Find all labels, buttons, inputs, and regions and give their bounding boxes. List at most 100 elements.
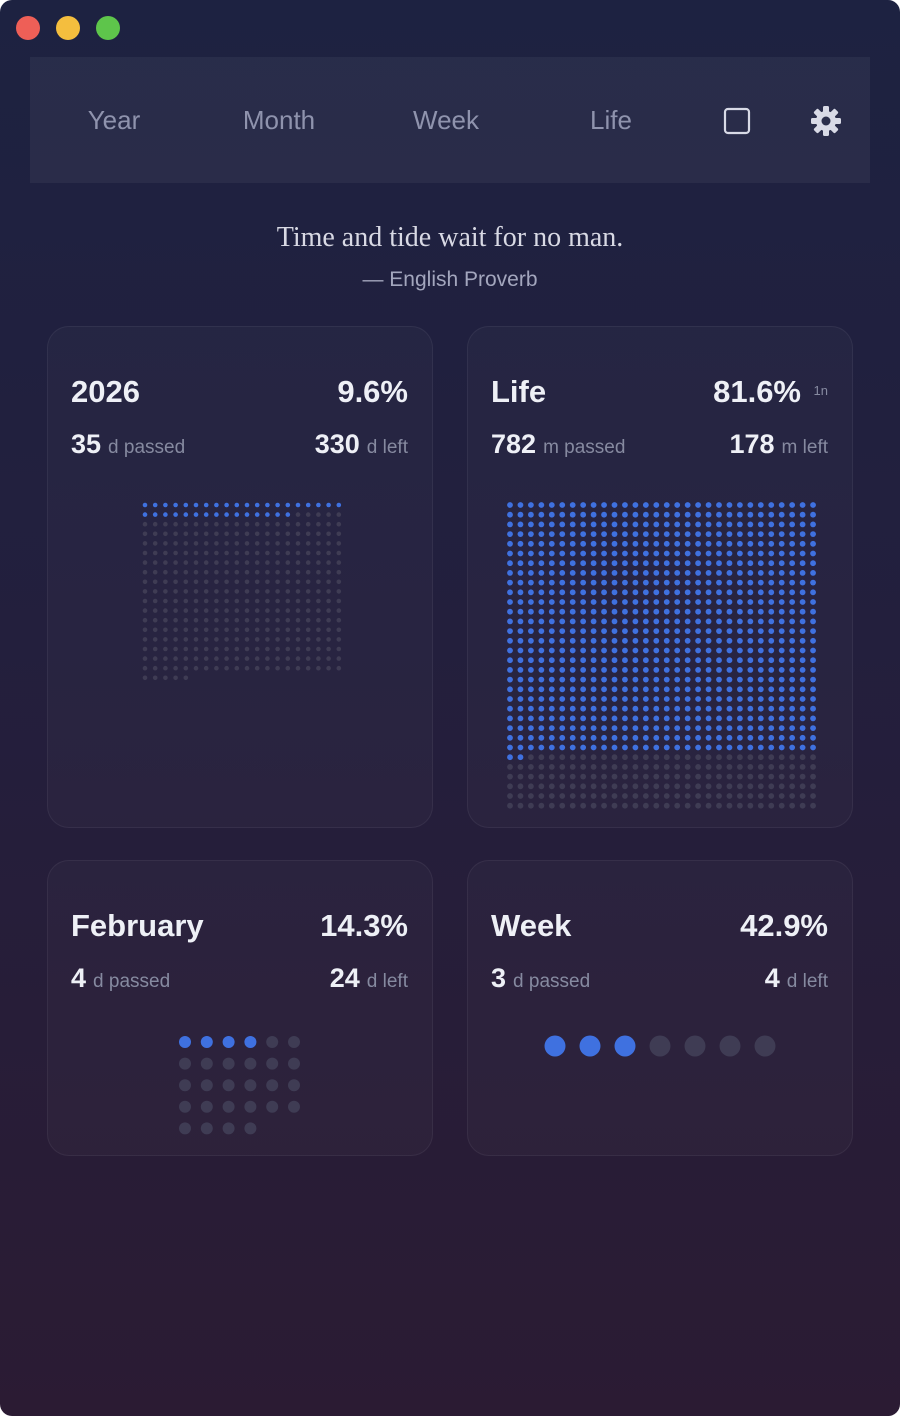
dot-passed [726,540,733,547]
dot-passed [528,570,534,576]
dot-passed [663,570,670,576]
dot-passed [193,502,199,508]
dot-left [295,646,301,652]
dot-left [265,569,270,575]
dot-passed [757,502,764,508]
dot-left [768,754,775,761]
dot-passed [726,734,733,741]
dot-left [737,793,743,799]
dot-passed [517,589,524,596]
dot-passed [538,531,545,537]
dot-left [663,793,670,799]
dot-passed [580,637,587,644]
dot-passed [580,570,587,576]
dot-passed [590,589,597,596]
dot-passed [674,725,681,731]
dot-passed [653,667,660,673]
dot-passed [768,608,775,615]
dot-passed [559,696,566,702]
zoom-button[interactable] [96,16,120,40]
dot-passed [601,608,607,615]
dot-passed [653,579,660,586]
dot-left [548,802,555,809]
close-button[interactable] [16,16,40,40]
dot-left [517,793,524,799]
dot-passed [705,560,712,567]
dot-left [285,637,291,642]
dot-left [295,550,301,556]
dot-left [275,560,280,565]
dot-passed [705,676,712,683]
dot-left [142,521,148,527]
dot-left [285,579,291,585]
dot-left [254,665,260,671]
nav-tab[interactable]: Year [87,105,141,135]
dot-passed [590,579,597,586]
dot-passed [528,637,534,644]
dot-left [203,627,209,633]
dot-passed [548,618,555,625]
dot-left [569,783,576,790]
dot-left [336,531,342,537]
checkbox[interactable] [723,107,751,135]
dot-passed [747,550,754,557]
dot-left [275,531,280,537]
dot-passed [507,715,513,722]
dot-passed [642,579,649,586]
dot-passed [601,705,607,712]
dot-passed [768,734,775,741]
dot-passed [622,608,628,615]
dot-left [737,773,743,780]
dot-passed [768,696,775,702]
dot-passed [653,744,660,751]
dot-passed [316,502,321,508]
dot-left [336,646,342,652]
dot-passed [674,608,681,615]
dot-passed [778,608,785,615]
dot-passed [789,715,796,722]
dot-passed [569,647,576,654]
dot-left [316,608,321,613]
dot-passed [789,725,796,731]
dot-passed [622,744,628,751]
dot-passed [548,705,555,712]
dot-passed [507,531,513,537]
dot-passed [799,667,806,673]
dot-passed [695,725,701,731]
dot-passed [695,686,701,693]
dot-passed [569,502,576,508]
dot-left [234,665,240,671]
dot-left [559,783,566,790]
settings-icon[interactable] [810,105,842,137]
dot-left [674,783,681,790]
dot-passed [590,696,597,702]
dot-passed [203,512,209,517]
dot-passed [653,725,660,731]
dot-left [705,793,712,799]
dot-passed [663,579,670,586]
nav-tab[interactable]: Life [590,105,632,135]
dot-passed [799,550,806,557]
dot-left [695,783,701,790]
dot-left [295,665,301,671]
dot-passed [569,725,576,731]
dot-passed [528,618,534,625]
nav-tab[interactable]: Month [242,105,316,135]
dot-passed [737,521,743,528]
dot-passed [538,502,545,508]
nav-tab[interactable]: Week [413,105,479,135]
dot-passed [757,540,764,547]
dot-left [569,793,576,799]
dot-passed [548,608,555,615]
passed-value: 782 [491,429,537,459]
dot-passed [695,550,701,557]
dot-passed [517,511,524,518]
minimize-button[interactable] [56,16,80,40]
dot-passed [611,521,618,528]
dot-left [152,579,158,585]
dot-left [234,579,240,585]
dot-left [757,764,764,770]
dot-passed [642,550,649,557]
dot-left [778,754,785,761]
dot-passed [538,686,545,693]
